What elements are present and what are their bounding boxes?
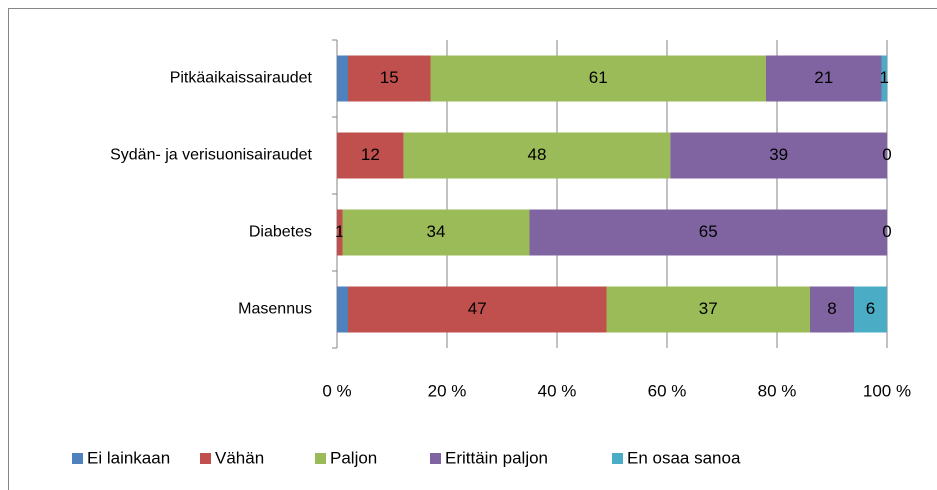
data-label: 12 — [361, 145, 380, 164]
bar-segment — [337, 132, 404, 179]
data-label: 34 — [427, 222, 446, 241]
bar-segment — [606, 286, 810, 333]
legend-label: Vähän — [215, 448, 264, 467]
bar-segment — [766, 55, 882, 102]
data-label: 21 — [814, 68, 833, 87]
legend-label: Ei lainkaan — [87, 448, 170, 467]
data-label: 47 — [468, 299, 487, 318]
x-tick-label: 40 % — [538, 381, 577, 400]
bar-segment — [810, 286, 854, 333]
bar-segment — [881, 55, 887, 102]
legend-swatch — [200, 453, 211, 464]
legend-label: Erittäin paljon — [445, 448, 548, 467]
bar-segment — [337, 286, 348, 333]
legend-label: Paljon — [330, 448, 377, 467]
x-tick-label: 60 % — [648, 381, 687, 400]
category-label: Masennus — [238, 301, 312, 318]
legend-swatch — [430, 453, 441, 464]
bar-segment — [403, 132, 671, 179]
data-label: 39 — [769, 145, 788, 164]
bar-segment — [337, 209, 343, 256]
legend-swatch — [315, 453, 326, 464]
legend-swatch — [72, 453, 83, 464]
legend-label: En osaa sanoa — [627, 448, 741, 467]
bar-segment — [854, 286, 887, 333]
data-label: 6 — [866, 299, 875, 318]
bar-segment — [337, 55, 348, 102]
category-label: Diabetes — [249, 224, 312, 241]
x-tick-label: 100 % — [863, 381, 911, 400]
data-label: 0 — [882, 145, 891, 164]
bar-segment — [342, 209, 530, 256]
data-label: 37 — [699, 299, 718, 318]
category-label: Sydän- ja verisuonisairaudet — [110, 147, 312, 164]
category-label: Pitkäaikaissairaudet — [170, 70, 313, 87]
x-tick-label: 80 % — [758, 381, 797, 400]
data-label: 15 — [380, 68, 399, 87]
data-label: 1 — [335, 222, 344, 241]
bar-segment — [430, 55, 766, 102]
data-label: 65 — [699, 222, 718, 241]
bar-segment — [348, 55, 431, 102]
bar-segment — [348, 286, 607, 333]
bar-segment — [529, 209, 887, 256]
bar-segment — [670, 132, 887, 179]
x-tick-label: 20 % — [428, 381, 467, 400]
data-label: 0 — [882, 222, 891, 241]
legend-swatch — [612, 453, 623, 464]
data-label: 48 — [528, 145, 547, 164]
data-label: 8 — [827, 299, 836, 318]
data-label: 61 — [589, 68, 608, 87]
data-label: 1 — [880, 68, 889, 87]
x-tick-label: 0 % — [322, 381, 351, 400]
